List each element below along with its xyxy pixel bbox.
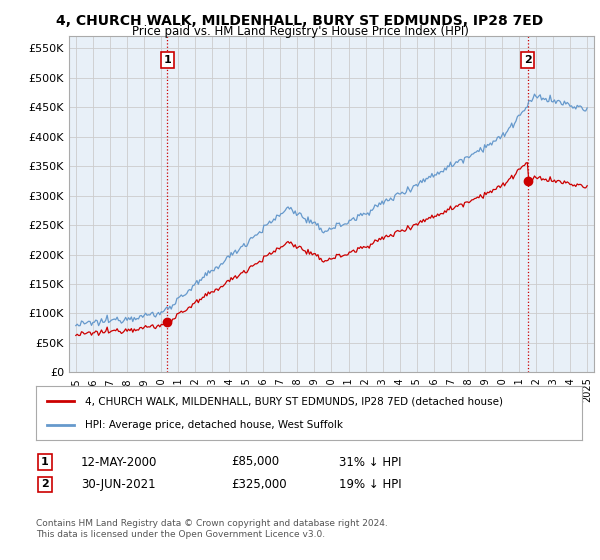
Text: 30-JUN-2021: 30-JUN-2021 — [81, 478, 155, 491]
Text: 4, CHURCH WALK, MILDENHALL, BURY ST EDMUNDS, IP28 7ED (detached house): 4, CHURCH WALK, MILDENHALL, BURY ST EDMU… — [85, 396, 503, 407]
Text: 12-MAY-2000: 12-MAY-2000 — [81, 455, 157, 469]
Text: 1: 1 — [41, 457, 49, 467]
Text: HPI: Average price, detached house, West Suffolk: HPI: Average price, detached house, West… — [85, 419, 343, 430]
Text: Contains HM Land Registry data © Crown copyright and database right 2024.
This d: Contains HM Land Registry data © Crown c… — [36, 520, 388, 539]
Text: 4, CHURCH WALK, MILDENHALL, BURY ST EDMUNDS, IP28 7ED: 4, CHURCH WALK, MILDENHALL, BURY ST EDMU… — [56, 14, 544, 28]
Text: 31% ↓ HPI: 31% ↓ HPI — [339, 455, 401, 469]
Text: Price paid vs. HM Land Registry's House Price Index (HPI): Price paid vs. HM Land Registry's House … — [131, 25, 469, 38]
Text: 2: 2 — [41, 479, 49, 489]
Text: £325,000: £325,000 — [231, 478, 287, 491]
Text: 19% ↓ HPI: 19% ↓ HPI — [339, 478, 401, 491]
Text: £85,000: £85,000 — [231, 455, 279, 469]
Text: 1: 1 — [163, 55, 171, 65]
Text: 2: 2 — [524, 55, 532, 65]
